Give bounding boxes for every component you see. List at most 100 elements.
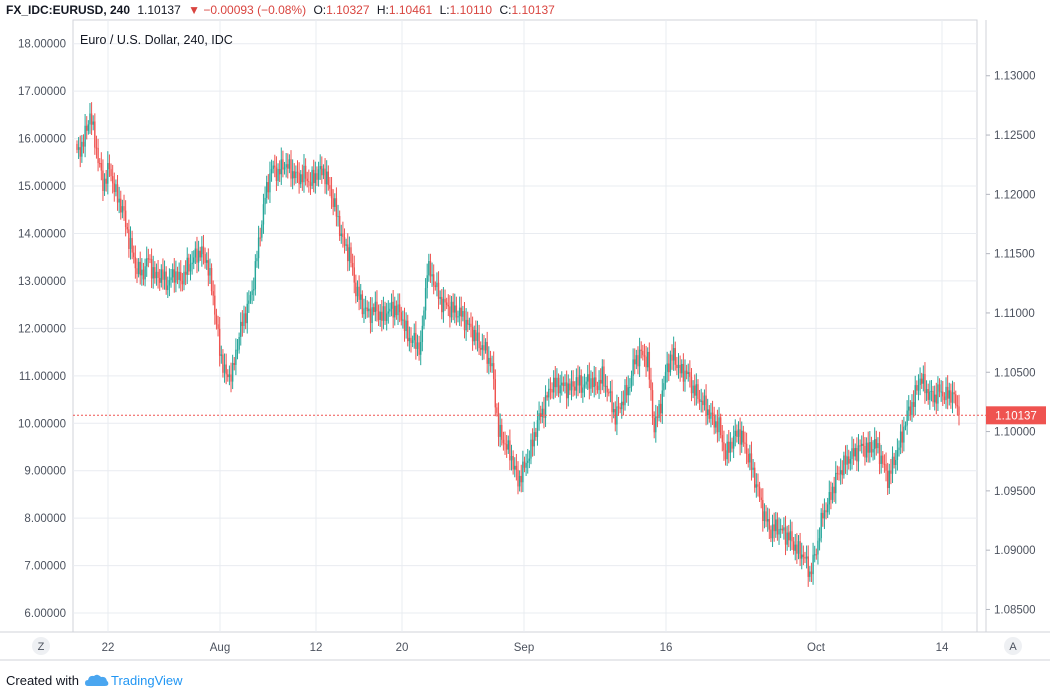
candle bbox=[141, 258, 143, 286]
candle bbox=[387, 300, 389, 324]
candle bbox=[340, 224, 342, 244]
candle bbox=[163, 260, 166, 290]
candle bbox=[301, 164, 304, 191]
candle bbox=[280, 147, 282, 185]
candle bbox=[291, 159, 294, 190]
candle bbox=[287, 153, 289, 179]
right-price-axis[interactable]: 1.08500 1.09000 1.09500 1.10000 1.10500 1.110… bbox=[986, 71, 1036, 617]
candle bbox=[745, 432, 748, 465]
candle bbox=[766, 507, 769, 532]
candle bbox=[681, 359, 683, 378]
candle bbox=[131, 230, 133, 260]
candle bbox=[875, 430, 878, 456]
candle bbox=[337, 204, 339, 227]
candle bbox=[914, 375, 916, 416]
candle bbox=[643, 343, 646, 367]
candle bbox=[522, 450, 524, 493]
plot-area[interactable] bbox=[72, 19, 978, 633]
candle bbox=[108, 154, 111, 177]
candle bbox=[561, 371, 563, 396]
candle bbox=[426, 263, 428, 299]
candle bbox=[421, 315, 424, 352]
candle bbox=[158, 268, 161, 291]
candle bbox=[661, 378, 663, 424]
candle bbox=[758, 481, 761, 502]
candle bbox=[460, 296, 462, 327]
candle bbox=[348, 236, 351, 271]
left-scale-button[interactable]: Z bbox=[32, 637, 50, 655]
candle bbox=[557, 373, 560, 398]
candle bbox=[160, 264, 163, 288]
candle bbox=[358, 275, 360, 311]
auto-scale-button[interactable]: A bbox=[1004, 637, 1022, 655]
candle bbox=[950, 383, 952, 409]
chart-title: Euro / U.S. Dollar, 240, IDC bbox=[80, 33, 233, 47]
candle bbox=[223, 353, 226, 383]
symbol-name[interactable]: FX_IDC:EURUSD, 240 bbox=[6, 3, 131, 17]
candle bbox=[839, 458, 842, 485]
candle bbox=[501, 418, 503, 446]
candle bbox=[935, 382, 938, 415]
candle bbox=[945, 377, 947, 409]
candle bbox=[518, 470, 521, 492]
candle bbox=[483, 335, 485, 360]
candle bbox=[908, 395, 910, 421]
candle bbox=[651, 382, 654, 425]
candle bbox=[917, 374, 920, 401]
candle bbox=[575, 368, 578, 399]
candle bbox=[157, 259, 159, 289]
candle bbox=[313, 159, 315, 193]
candle bbox=[666, 351, 668, 383]
candle bbox=[716, 409, 719, 443]
time-axis-label: 20 bbox=[396, 642, 409, 654]
right-axis-tick-label: 1.13000 bbox=[994, 71, 1036, 83]
candle bbox=[882, 451, 884, 468]
candle bbox=[601, 359, 604, 391]
candle bbox=[228, 365, 231, 386]
candle bbox=[87, 120, 90, 135]
candle bbox=[706, 398, 709, 425]
candle bbox=[817, 529, 819, 565]
time-axis[interactable]: 22 Aug 12 20 Sep 16 Oct 14 bbox=[102, 642, 949, 654]
candle bbox=[415, 321, 417, 360]
candle bbox=[342, 221, 344, 248]
footer: Created with TradingView bbox=[6, 670, 183, 692]
candle bbox=[476, 320, 479, 352]
candle bbox=[377, 304, 380, 326]
candle bbox=[818, 527, 821, 551]
candle bbox=[492, 351, 495, 390]
candle bbox=[227, 369, 229, 382]
symbol-header: FX_IDC:EURUSD, 240 1.10137 ▼ −0.00093 (−… bbox=[0, 0, 1050, 20]
candle bbox=[332, 189, 334, 216]
right-axis-tick-label: 1.08500 bbox=[994, 604, 1036, 616]
candle bbox=[436, 272, 438, 297]
candle bbox=[937, 376, 939, 411]
candle bbox=[535, 427, 537, 441]
tradingview-logo[interactable]: TradingView bbox=[84, 670, 183, 692]
candle bbox=[844, 445, 847, 474]
candle bbox=[622, 390, 625, 416]
candle bbox=[94, 113, 96, 155]
candle bbox=[812, 542, 814, 585]
candle bbox=[201, 236, 203, 267]
candle bbox=[392, 289, 394, 329]
candle bbox=[335, 187, 338, 227]
left-price-axis[interactable]: 6.00000 7.00000 8.00000 9.00000 10.00000 11.0… bbox=[18, 39, 66, 620]
candle bbox=[429, 253, 432, 283]
candle bbox=[416, 334, 419, 357]
candle bbox=[718, 407, 720, 442]
candle bbox=[149, 254, 151, 264]
candle bbox=[854, 443, 856, 461]
candle bbox=[703, 389, 706, 411]
candle bbox=[517, 461, 519, 495]
candle bbox=[165, 266, 167, 295]
candle bbox=[630, 370, 633, 392]
candle bbox=[113, 172, 115, 202]
candle bbox=[921, 372, 923, 389]
candle bbox=[173, 258, 175, 293]
candle bbox=[77, 137, 80, 159]
candle bbox=[180, 260, 182, 292]
candle bbox=[171, 263, 174, 283]
candle bbox=[783, 517, 785, 540]
